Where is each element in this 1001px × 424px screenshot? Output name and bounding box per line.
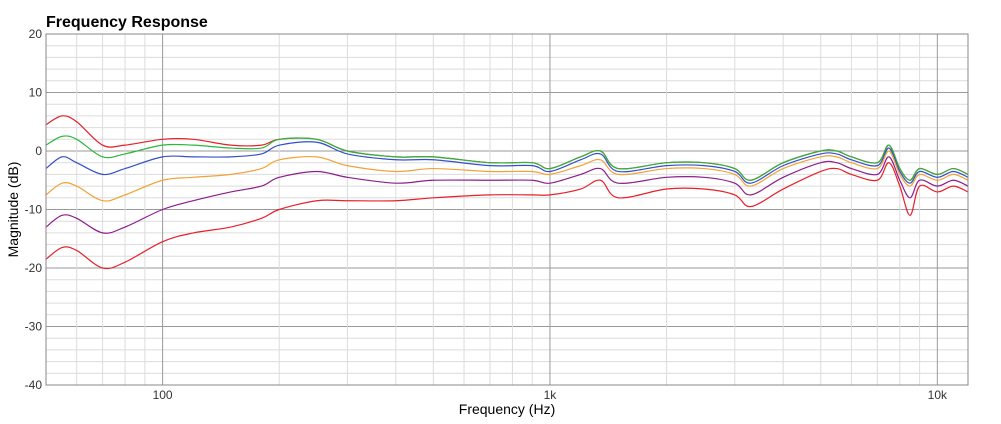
series-line-5 bbox=[45, 156, 969, 234]
x-axis-label: Frequency (Hz) bbox=[459, 401, 555, 417]
series-line-4 bbox=[45, 150, 969, 202]
y-tick-label: -20 bbox=[25, 261, 43, 275]
x-tick-label: 10k bbox=[928, 388, 948, 402]
plot-frame bbox=[45, 33, 969, 386]
series-line-2 bbox=[45, 135, 969, 181]
y-axis-label: Magnitude (dB) bbox=[5, 162, 21, 258]
y-tick-label: 20 bbox=[29, 27, 43, 41]
y-tick-label: -30 bbox=[25, 320, 43, 334]
series-line-3 bbox=[45, 141, 969, 184]
y-tick-label: -40 bbox=[25, 378, 43, 392]
y-tick-label: 0 bbox=[35, 144, 42, 158]
x-tick-label: 100 bbox=[153, 388, 173, 402]
grid bbox=[45, 33, 968, 386]
series-line-1 bbox=[45, 115, 969, 181]
x-tick-label: 1k bbox=[544, 388, 558, 402]
y-tick-label: 10 bbox=[29, 86, 43, 100]
y-tick-label: -10 bbox=[25, 203, 43, 217]
chart-title: Frequency Response bbox=[46, 14, 208, 31]
series-layer bbox=[45, 115, 969, 270]
series-line-6 bbox=[45, 162, 969, 270]
